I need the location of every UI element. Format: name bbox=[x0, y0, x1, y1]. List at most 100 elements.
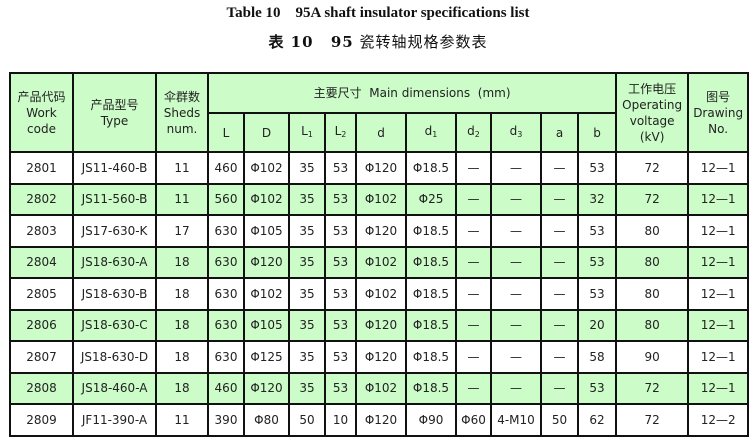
table-cell: JS18-630-B bbox=[72, 277, 157, 311]
table-row: 2805 JS18-630-B 18 630 Φ102 35 53 Φ102 Φ18.5— — —5… bbox=[9, 277, 750, 311]
subheader-cell: d1 bbox=[405, 112, 457, 153]
table-cell: 53 bbox=[324, 308, 357, 342]
table-cell: — bbox=[540, 371, 579, 405]
h: 图号 bbox=[706, 89, 731, 104]
table-cell: Φ105 bbox=[243, 214, 290, 248]
table-cell: 53 bbox=[576, 371, 618, 405]
table-cell: Φ102 bbox=[355, 371, 407, 405]
table-cell: 20 bbox=[576, 308, 618, 342]
table-title-cn: 表 10 95 瓷转轴规格参数表 bbox=[0, 31, 756, 52]
table-cell: 50 bbox=[540, 403, 579, 437]
table-cell: 12—1 bbox=[687, 245, 750, 279]
h: num. bbox=[166, 121, 198, 136]
table-cell: 390 bbox=[207, 403, 245, 437]
table-cell: 2802 bbox=[9, 182, 74, 216]
subheader-label: d bbox=[509, 123, 518, 138]
table-cell: 12—1 bbox=[687, 214, 750, 248]
table-cell: — bbox=[455, 340, 492, 374]
table-cell: 2804 bbox=[9, 245, 74, 279]
subheader-cell: L1 bbox=[288, 112, 326, 153]
table-cell: 12—2 bbox=[687, 403, 750, 437]
table-cell: JS17-630-K bbox=[72, 214, 157, 248]
table-cell: 72 bbox=[615, 371, 690, 405]
subheader-index: 1 bbox=[432, 129, 438, 139]
table-cell: 11 bbox=[155, 182, 209, 216]
table-cell: 35 bbox=[288, 182, 326, 216]
spec-table: 产品代码 Work code 产品型号 Type 伞群数 Sheds num. 主要尺寸 … bbox=[9, 72, 750, 437]
table-cell: — bbox=[540, 277, 579, 311]
table-cell: 12—1 bbox=[687, 340, 750, 374]
table-cell: Φ18.5 bbox=[405, 277, 457, 311]
table-cell: 80 bbox=[615, 245, 690, 279]
table-cell: — bbox=[455, 182, 492, 216]
table-cell: — bbox=[455, 151, 492, 185]
header-work-code: 产品代码 Work code bbox=[9, 72, 74, 153]
header-main-dimensions: 主要尺寸 Main dimensions (mm) bbox=[206, 72, 618, 114]
table-cell: 18 bbox=[155, 371, 209, 405]
table-cell: 18 bbox=[155, 308, 209, 342]
table-cell: 53 bbox=[324, 340, 357, 374]
table-cell: 630 bbox=[207, 308, 245, 342]
table-cell: — bbox=[455, 214, 492, 248]
table-cell: 18 bbox=[155, 277, 209, 311]
table-cell: 630 bbox=[207, 245, 245, 279]
table-cell: Φ25 bbox=[405, 182, 457, 216]
table-cell: 53 bbox=[576, 214, 618, 248]
table-cell: Φ120 bbox=[355, 151, 407, 185]
table-cell: 35 bbox=[288, 340, 326, 374]
table-cell: — bbox=[540, 151, 579, 185]
table-cell: — bbox=[490, 151, 542, 185]
table-cell: 53 bbox=[576, 245, 618, 279]
table-cell: Φ120 bbox=[355, 308, 407, 342]
table-cell: 2803 bbox=[9, 214, 74, 248]
table-cell: Φ60 bbox=[455, 403, 492, 437]
table-cell: Φ102 bbox=[355, 245, 407, 279]
table-cell: — bbox=[540, 182, 579, 216]
table-cell: 32 bbox=[576, 182, 618, 216]
table-cell: 53 bbox=[324, 182, 357, 216]
h: 产品代码 bbox=[17, 89, 66, 104]
h: 产品型号 bbox=[90, 97, 139, 112]
table-cell: 11 bbox=[155, 151, 209, 185]
table-cell: — bbox=[455, 245, 492, 279]
subheader-label: d bbox=[467, 123, 475, 138]
subheader-cell: L bbox=[207, 112, 245, 153]
table-cell: 12—1 bbox=[687, 308, 750, 342]
header-drawing: 图号 Drawing No. bbox=[687, 72, 750, 153]
table-cell: 72 bbox=[615, 182, 690, 216]
subheader-cell: b bbox=[576, 112, 618, 153]
table-cell: JS18-630-A bbox=[72, 245, 157, 279]
table-cell: — bbox=[490, 277, 542, 311]
subheader-label: d bbox=[377, 125, 385, 140]
table-cell: — bbox=[540, 308, 579, 342]
subheader-index: 3 bbox=[517, 129, 523, 139]
table-cell: 53 bbox=[324, 245, 357, 279]
table-cell: 2805 bbox=[9, 277, 74, 311]
table-cell: 2808 bbox=[9, 371, 74, 405]
table-cell: Φ18.5 bbox=[405, 245, 457, 279]
subheader-cell: L2 bbox=[324, 112, 357, 153]
header-type: 产品型号 Type bbox=[72, 72, 157, 153]
table-cell: 2807 bbox=[9, 340, 74, 374]
table-cell: 12—1 bbox=[687, 277, 750, 311]
table-cell: 35 bbox=[288, 214, 326, 248]
table-cell: JF11-390-A bbox=[72, 403, 157, 437]
table-cell: Φ102 bbox=[355, 277, 407, 311]
table-cell: — bbox=[540, 214, 579, 248]
table-cell: Φ120 bbox=[243, 245, 290, 279]
subheader-cell: d bbox=[355, 112, 407, 153]
table-cell: 460 bbox=[207, 371, 245, 405]
table-cell: JS11-560-B bbox=[72, 182, 157, 216]
table-cell: 630 bbox=[207, 214, 245, 248]
table-cell: Φ18.5 bbox=[405, 151, 457, 185]
h: (kV) bbox=[639, 129, 665, 144]
table-row: 2801 JS11-460-B 11 460 Φ102 35 53 Φ120 Φ18.5— — —5… bbox=[9, 151, 750, 185]
table-cell: JS18-460-A bbox=[72, 371, 157, 405]
table-cell: 80 bbox=[615, 308, 690, 342]
table-cell: Φ80 bbox=[243, 403, 290, 437]
table-cell: — bbox=[490, 245, 542, 279]
title-cn-prefix: 表 10 bbox=[268, 33, 314, 51]
table-cell: Φ18.5 bbox=[405, 340, 457, 374]
table-cell: JS11-460-B bbox=[72, 151, 157, 185]
title-cn-rest: 瓷转轴规格参数表 bbox=[359, 33, 488, 51]
